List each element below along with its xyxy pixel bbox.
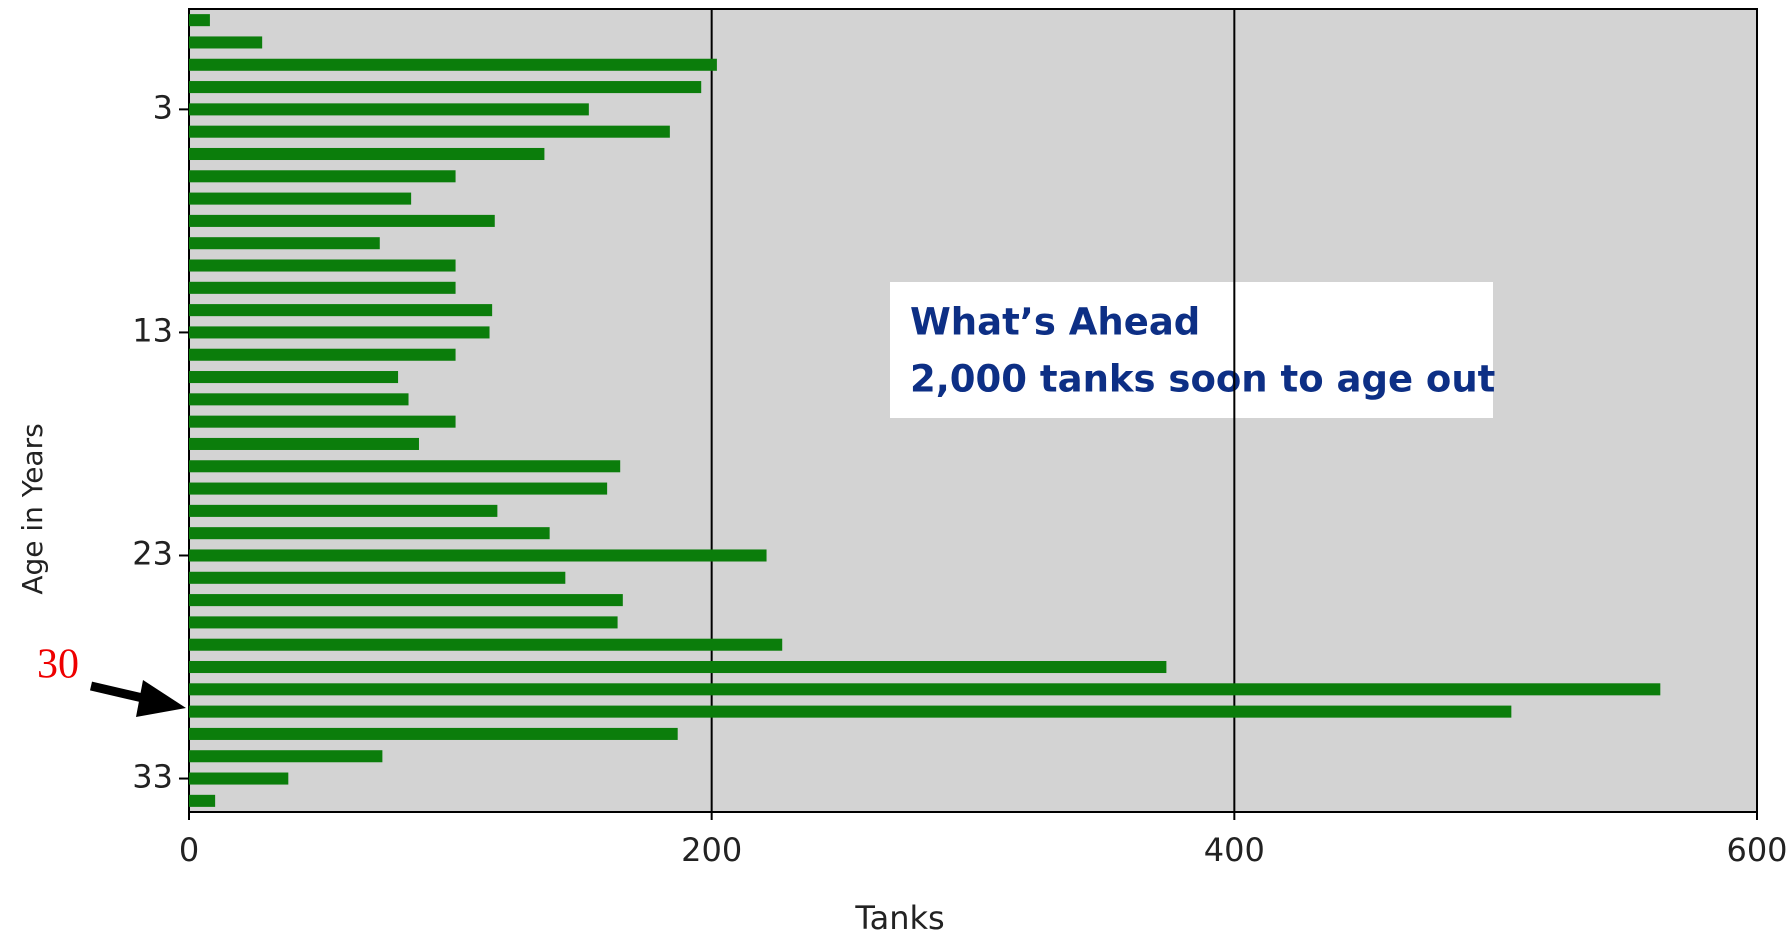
annotation-text: 2,000 tanks soon to age out	[910, 358, 1495, 401]
bar	[189, 750, 383, 763]
annotation-age: 30	[37, 642, 79, 688]
x-tick-label: 0	[179, 831, 199, 869]
annotation-title: What’s Ahead	[910, 301, 1200, 344]
bar	[189, 81, 702, 94]
bar	[189, 214, 495, 227]
bar	[189, 192, 412, 205]
bar	[189, 437, 419, 450]
x-tick-label: 200	[681, 831, 742, 869]
bar	[189, 504, 498, 517]
bar	[189, 794, 216, 807]
bar	[189, 527, 550, 540]
bar	[189, 549, 767, 562]
bar	[189, 616, 618, 629]
bar	[189, 772, 289, 785]
bar	[189, 14, 210, 27]
bar	[189, 170, 456, 183]
bar	[189, 326, 490, 339]
bar	[189, 727, 678, 740]
bar	[189, 393, 409, 406]
bar	[189, 281, 456, 294]
x-tick-label: 600	[1726, 831, 1786, 869]
x-axis-title: Tanks	[854, 899, 944, 937]
bar	[189, 103, 589, 116]
bar	[189, 348, 456, 361]
bar	[189, 259, 456, 272]
bar	[189, 304, 493, 317]
annotation-box	[890, 282, 1493, 418]
bar	[189, 705, 1512, 718]
bar	[189, 415, 456, 428]
y-axis-title: Age in Years	[16, 423, 49, 594]
arrow-head	[136, 680, 186, 717]
bar	[189, 683, 1661, 696]
bar	[189, 482, 608, 495]
bar	[189, 36, 263, 49]
bar	[189, 371, 399, 384]
y-tick-label: 13	[132, 311, 173, 349]
bar	[189, 571, 566, 584]
bar	[189, 460, 621, 473]
bar	[189, 58, 717, 71]
y-tick-label: 23	[132, 534, 173, 572]
bar	[189, 237, 380, 250]
y-tick-label: 33	[132, 758, 173, 796]
y-tick-label: 3	[153, 88, 173, 126]
bar	[189, 125, 670, 138]
bar	[189, 660, 1167, 674]
x-tick-label: 400	[1204, 831, 1265, 869]
bar	[189, 638, 783, 651]
bar	[189, 594, 623, 607]
bar	[189, 147, 545, 161]
